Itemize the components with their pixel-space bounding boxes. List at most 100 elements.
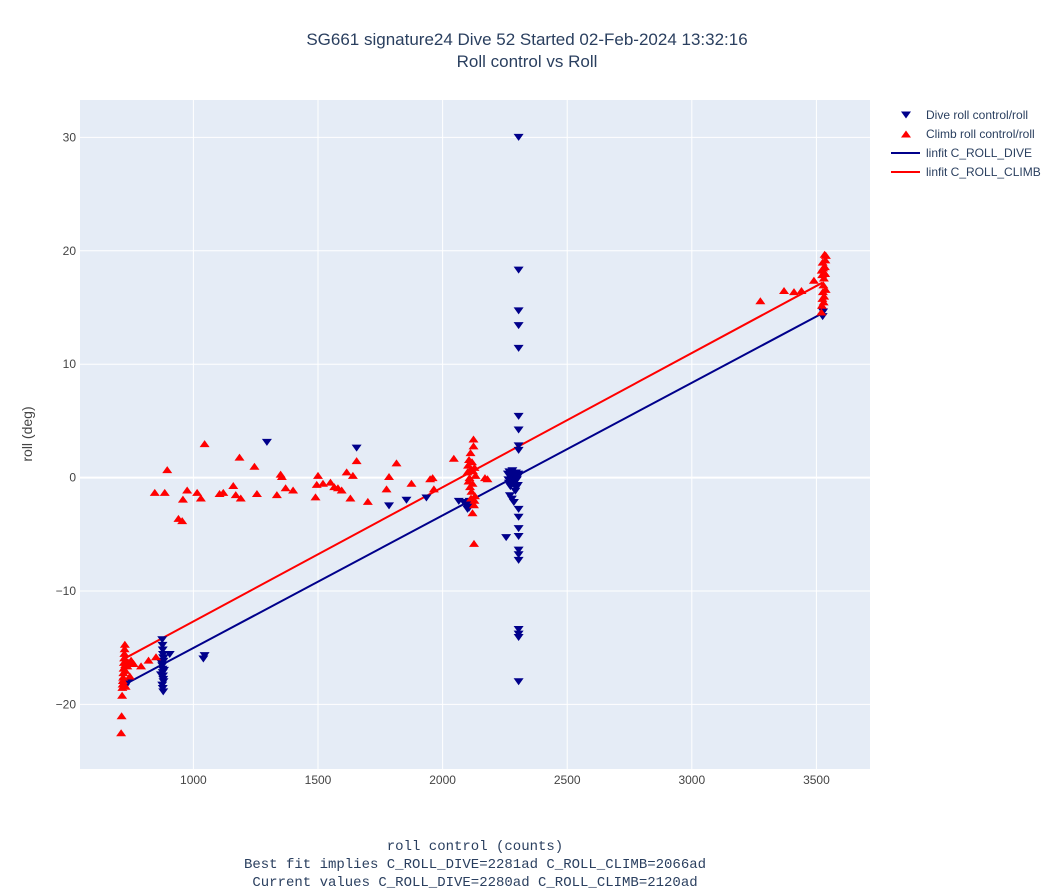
climb-point [271,491,282,499]
dive-point [199,652,210,660]
climb-point [362,497,373,505]
climb-point [234,453,245,461]
climb-point [351,457,362,465]
climb-point [448,454,459,462]
climb-point [818,298,829,306]
legend-label-fit-climb: linfit C_ROLL_CLIMB [926,165,1041,179]
climb-point [384,472,395,480]
tick-labels: 1000 1500 2000 2500 3000 3500 −20 −10 0 10 20 30 [56,130,830,787]
climb-point [182,486,193,494]
climb-point [467,458,478,466]
y-tick-label: 10 [63,357,77,371]
climb-point [818,264,829,272]
climb-point [391,459,402,467]
climb-point [310,493,321,501]
dive-point [513,546,524,554]
climb-point [427,474,438,482]
dive-point [513,556,524,564]
climb-point [428,485,439,493]
climb-point [464,474,475,482]
dive-point [384,502,395,510]
climb-point [467,479,478,487]
dive-point [156,660,167,668]
legend-item-dive[interactable]: Dive roll control/roll [901,108,1028,122]
legend-item-fit-dive[interactable]: linfit C_ROLL_DIVE [891,146,1032,160]
climb-point [820,285,831,293]
climb-point [228,482,239,490]
dive-point [261,438,272,446]
dive-point [513,307,524,315]
x-tick-label: 3000 [678,773,705,787]
legend[interactable]: Dive roll control/roll Climb roll contro… [891,108,1041,179]
dive-point [512,474,523,482]
legend-item-fit-climb[interactable]: linfit C_ROLL_CLIMB [891,165,1041,179]
x-axis-note-best-fit: Best fit implies C_ROLL_DIVE=2281ad C_RO… [244,857,706,873]
data-markers [116,133,831,737]
dive-point [157,636,168,644]
dive-point [513,626,524,634]
climb-point [162,466,173,474]
climb-point [280,484,291,492]
climb-point [177,517,188,525]
climb-point [199,440,210,448]
climb-point [796,286,807,294]
dive-point [158,666,169,674]
climb-point [347,471,358,479]
climb-point [143,656,154,664]
x-tick-label: 1000 [180,773,207,787]
climb-point [235,494,246,502]
triangle-up-icon [901,130,911,138]
climb-point [119,649,130,657]
climb-point [128,660,139,668]
climb-point [218,488,229,496]
climb-point [116,729,127,737]
climb-point [276,472,287,480]
y-tick-label: −20 [56,697,77,711]
dive-point [501,534,512,542]
dive-point [513,513,524,521]
climb-point [120,682,131,690]
climb-point [406,479,417,487]
climb-point [788,288,799,296]
climb-point [230,491,241,499]
plot-area [80,100,870,769]
legend-item-climb[interactable]: Climb roll control/roll [901,127,1035,141]
dive-point [158,654,169,662]
dive-point [351,444,362,452]
y-tick-label: −10 [56,584,77,598]
climb-point [177,495,188,503]
climb-point [817,258,828,266]
climb-point [317,479,328,487]
climb-point [345,494,356,502]
climb-point [116,712,127,720]
x-axis-note-current: Current values C_ROLL_DIVE=2280ad C_ROLL… [252,875,697,891]
x-tick-label: 2500 [554,773,581,787]
climb-point [482,475,493,483]
climb-point [336,486,347,494]
climb-point [341,468,352,476]
dive-point [157,646,168,654]
dive-point [513,678,524,686]
dive-point [513,525,524,533]
legend-label-fit-dive: linfit C_ROLL_DIVE [926,146,1032,160]
dive-point [513,412,524,420]
dive-point [512,482,523,490]
x-axis-title: roll control (counts) [387,839,563,855]
climb-point [466,487,477,495]
climb-point [819,250,830,258]
climb-point [249,462,260,470]
dive-point [513,266,524,274]
x-tick-label: 3500 [803,773,830,787]
dive-point [513,344,524,352]
dive-point [508,499,519,507]
dive-point [421,494,432,502]
dive-point [513,633,524,641]
climb-point [816,308,827,316]
climb-point [136,662,147,670]
dive-point [513,442,524,450]
dive-point [513,470,524,478]
climb-point [159,488,170,496]
y-axis-title: roll (deg) [19,406,35,461]
y-tick-label: 0 [69,471,76,485]
